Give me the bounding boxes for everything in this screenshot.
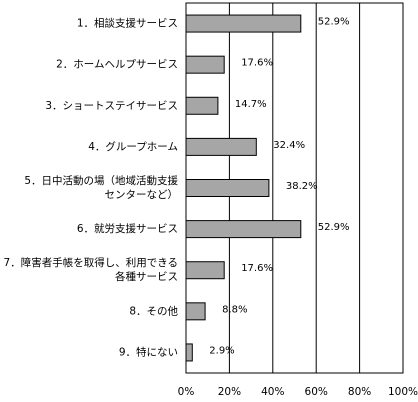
bar-6	[185, 220, 302, 239]
x-tick-label-0: 0%	[178, 386, 195, 398]
bar-4	[185, 137, 257, 156]
category-label-2: 2．ホームヘルプサービス	[56, 59, 178, 71]
bar-8	[185, 302, 206, 321]
bar-1	[185, 14, 302, 33]
value-label-1: 52.9%	[318, 17, 350, 28]
value-label-5: 38.2%	[286, 181, 318, 192]
category-labels: 1．相談支援サービス 2．ホームヘルプサービス 3．ショートステイサービス 4．グルー…	[4, 17, 179, 359]
category-label-8: 8．その他	[129, 304, 178, 317]
value-labels: 52.9% 17.6% 14.7% 32.4% 38.2% 52.9% 17.6% 8.8% 2…	[209, 17, 349, 357]
x-tick-label-80: 80%	[348, 386, 371, 398]
category-label-7-line-2: 各種サービス	[115, 270, 178, 283]
bars	[185, 14, 302, 362]
category-label-9: 9．特にない	[119, 346, 178, 358]
category-label-7-line-1: 7．障害者手帳を取得し、利用できる	[4, 256, 178, 269]
bar-5	[185, 179, 270, 197]
value-label-2: 17.6%	[241, 58, 273, 69]
x-tick-label-60: 60%	[305, 386, 328, 398]
bar-3	[185, 96, 219, 115]
x-tick-labels: 0% 20% 40% 60% 80% 100%	[178, 386, 418, 398]
value-label-9: 2.9%	[209, 345, 234, 356]
value-label-6: 52.9%	[318, 222, 350, 233]
x-tick-label-100: 100%	[388, 386, 418, 398]
bar-7	[185, 261, 225, 280]
category-label-1: 1．相談支援サービス	[77, 17, 178, 30]
value-label-8: 8.8%	[222, 304, 247, 315]
category-label-5-line-2: センターなど）	[105, 189, 179, 201]
bar-9	[185, 343, 193, 362]
category-label-4: 4．グループホーム	[88, 140, 178, 153]
value-label-7: 17.6%	[241, 263, 273, 274]
x-tick-label-40: 40%	[261, 386, 284, 398]
bar-2	[185, 55, 225, 74]
category-label-5-line-1: 5．日中活動の場（地域活動支援	[24, 174, 178, 187]
category-label-6: 6．就労支援サービス	[77, 222, 178, 235]
x-tick-label-20: 20%	[218, 386, 241, 398]
value-label-4: 32.4%	[273, 140, 305, 151]
category-label-3: 3．ショートステイサービス	[45, 100, 178, 112]
value-label-3: 14.7%	[235, 99, 267, 110]
